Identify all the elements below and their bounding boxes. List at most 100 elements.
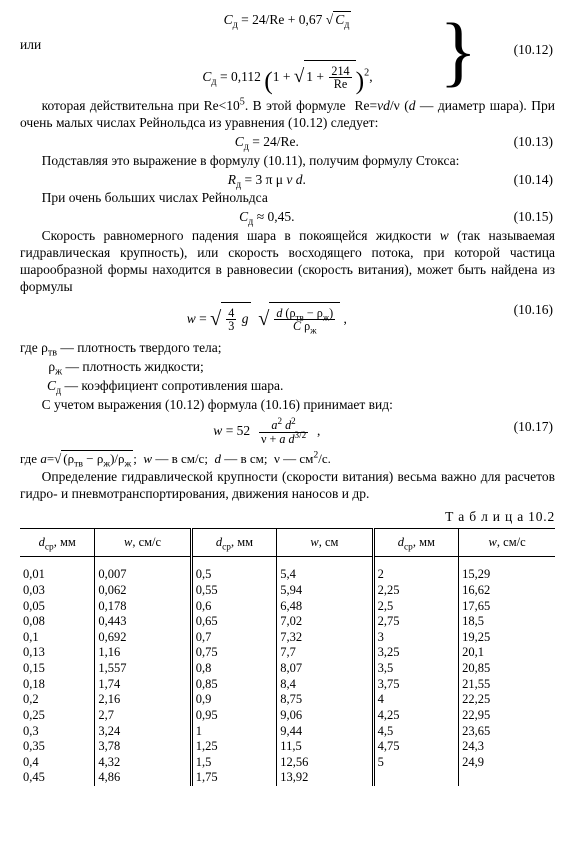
table-cell: 17,65 bbox=[459, 599, 555, 615]
para-after-10-17: Определение гидравлической крупности (ск… bbox=[20, 469, 555, 503]
table-cell: 5 bbox=[373, 755, 459, 771]
equation-10-15: (10.15) Cд ≈ 0,45. bbox=[20, 209, 555, 226]
table-cell: 0,062 bbox=[95, 583, 191, 599]
table-cell: 0,05 bbox=[20, 599, 95, 615]
table-cell: 0,6 bbox=[191, 599, 277, 615]
table-cell: 3,5 bbox=[373, 661, 459, 677]
table-cell: 0,95 bbox=[191, 708, 277, 724]
table-cell: 0,35 bbox=[20, 739, 95, 755]
table-cell: 1,75 bbox=[191, 770, 277, 786]
table-cell: 4,86 bbox=[95, 770, 191, 786]
equation-10-12-group: Cд = 24/Re + 0,67 √Cд или Cд = 0,112 (1 … bbox=[20, 10, 555, 96]
table-cell: 1,5 bbox=[191, 755, 277, 771]
para-before-10-17: С учетом выражения (10.12) формула (10.1… bbox=[20, 397, 555, 414]
table-cell: 5,94 bbox=[277, 583, 373, 599]
table-cell: 22,25 bbox=[459, 692, 555, 708]
table-cell: 2,75 bbox=[373, 614, 459, 630]
table-cell: 0,55 bbox=[191, 583, 277, 599]
table-cell: 7,32 bbox=[277, 630, 373, 646]
table-cell: 4,5 bbox=[373, 724, 459, 740]
table-cell: 11,5 bbox=[277, 739, 373, 755]
table-cell: 1,16 bbox=[95, 645, 191, 661]
table-row: 0,454,861,7513,92 bbox=[20, 770, 555, 786]
eq-num-10-12: (10.12) bbox=[514, 42, 553, 59]
table-cell: 0,692 bbox=[95, 630, 191, 646]
eq-num-10-13: (10.13) bbox=[514, 134, 555, 151]
table-cell: 21,55 bbox=[459, 677, 555, 693]
table-cell: 24,9 bbox=[459, 755, 555, 771]
col-d1: dср, мм bbox=[20, 528, 95, 557]
where-line-2: ρж — плотность жидкости; bbox=[20, 359, 555, 376]
table-cell: 4,75 bbox=[373, 739, 459, 755]
table-cell: 9,44 bbox=[277, 724, 373, 740]
para-before-10-15: При очень больших числах Рейнольдса bbox=[20, 190, 555, 207]
table-cell: 0,2 bbox=[20, 692, 95, 708]
table-cell: 22,95 bbox=[459, 708, 555, 724]
table-cell: 4 bbox=[373, 692, 459, 708]
para-after-10-12: которая действительна при Re<105. В этой… bbox=[20, 98, 555, 132]
where-line-3: Cд — коэффициент сопротивления шара. bbox=[20, 378, 555, 395]
table-cell: 3,24 bbox=[95, 724, 191, 740]
table-cell: 0,03 bbox=[20, 583, 95, 599]
table-row: 0,22,160,98,75422,25 bbox=[20, 692, 555, 708]
table-cell: 12,56 bbox=[277, 755, 373, 771]
col-w2: w, см bbox=[277, 528, 373, 557]
table-cell: 24,3 bbox=[459, 739, 555, 755]
table-cell: 20,1 bbox=[459, 645, 555, 661]
table-row: 0,252,70,959,064,2522,95 bbox=[20, 708, 555, 724]
table-cell: 4,25 bbox=[373, 708, 459, 724]
table-cell: 2 bbox=[373, 557, 459, 583]
table-row: 0,151,5570,88,073,520,85 bbox=[20, 661, 555, 677]
table-cell: 3 bbox=[373, 630, 459, 646]
table-cell: 1,557 bbox=[95, 661, 191, 677]
table-header-row: dср, мм w, см/с dср, мм w, см dср, мм w,… bbox=[20, 528, 555, 557]
table-cell: 0,25 bbox=[20, 708, 95, 724]
table-cell: 0,18 bbox=[20, 677, 95, 693]
table-cell: 0,13 bbox=[20, 645, 95, 661]
table-cell: 0,178 bbox=[95, 599, 191, 615]
frac-214: 214 bbox=[329, 65, 351, 78]
table-cell: 0,75 bbox=[191, 645, 277, 661]
table-row: 0,030,0620,555,942,2516,62 bbox=[20, 583, 555, 599]
equation-10-14: (10.14) Rд = 3 π μ v d. bbox=[20, 172, 555, 189]
table-cell: 15,29 bbox=[459, 557, 555, 583]
table-cell: 0,01 bbox=[20, 557, 95, 583]
table-cell bbox=[373, 770, 459, 786]
eq-num-10-16: (10.16) bbox=[514, 302, 555, 319]
table-cell: 0,85 bbox=[191, 677, 277, 693]
table-cell: 2,16 bbox=[95, 692, 191, 708]
table-cell: 0,5 bbox=[191, 557, 277, 583]
table-cell: 3,75 bbox=[373, 677, 459, 693]
table-cell: 1,25 bbox=[191, 739, 277, 755]
data-table: dср, мм w, см/с dср, мм w, см dср, мм w,… bbox=[20, 528, 555, 786]
where-line-1: где ρтв — плотность твердого тела; bbox=[20, 340, 555, 357]
para-before-10-16: Скорость равномерного падения шара в пок… bbox=[20, 228, 555, 296]
col-w1: w, см/с bbox=[95, 528, 191, 557]
table-caption: Т а б л и ц а 10.2 bbox=[20, 509, 555, 526]
table-cell: 5,4 bbox=[277, 557, 373, 583]
table-cell: 0,1 bbox=[20, 630, 95, 646]
eq-num-10-14: (10.14) bbox=[514, 172, 555, 189]
table-cell: 6,48 bbox=[277, 599, 373, 615]
table-cell: 1,74 bbox=[95, 677, 191, 693]
col-w3: w, см/с bbox=[459, 528, 555, 557]
table-cell: 0,007 bbox=[95, 557, 191, 583]
col-d3: dср, мм bbox=[373, 528, 459, 557]
table-cell: 9,06 bbox=[277, 708, 373, 724]
table-cell: 0,65 bbox=[191, 614, 277, 630]
table-cell: 3,25 bbox=[373, 645, 459, 661]
table-cell: 2,5 bbox=[373, 599, 459, 615]
table-cell: 8,07 bbox=[277, 661, 373, 677]
table-cell: 4,32 bbox=[95, 755, 191, 771]
table-row: 0,353,781,2511,54,7524,3 bbox=[20, 739, 555, 755]
col-d2: dср, мм bbox=[191, 528, 277, 557]
table-row: 0,10,6920,77,32319,25 bbox=[20, 630, 555, 646]
table-cell: 23,65 bbox=[459, 724, 555, 740]
table-body: 0,010,0070,55,4215,290,030,0620,555,942,… bbox=[20, 557, 555, 786]
eq-num-10-17: (10.17) bbox=[514, 419, 555, 436]
table-cell: 18,5 bbox=[459, 614, 555, 630]
where-line-4: где a=√(ρтв − ρж)/ρж; w — в см/с; d — в … bbox=[20, 451, 555, 467]
table-cell: 0,8 bbox=[191, 661, 277, 677]
table-cell: 0,3 bbox=[20, 724, 95, 740]
equation-10-13: (10.13) Cд = 24/Re. bbox=[20, 134, 555, 151]
